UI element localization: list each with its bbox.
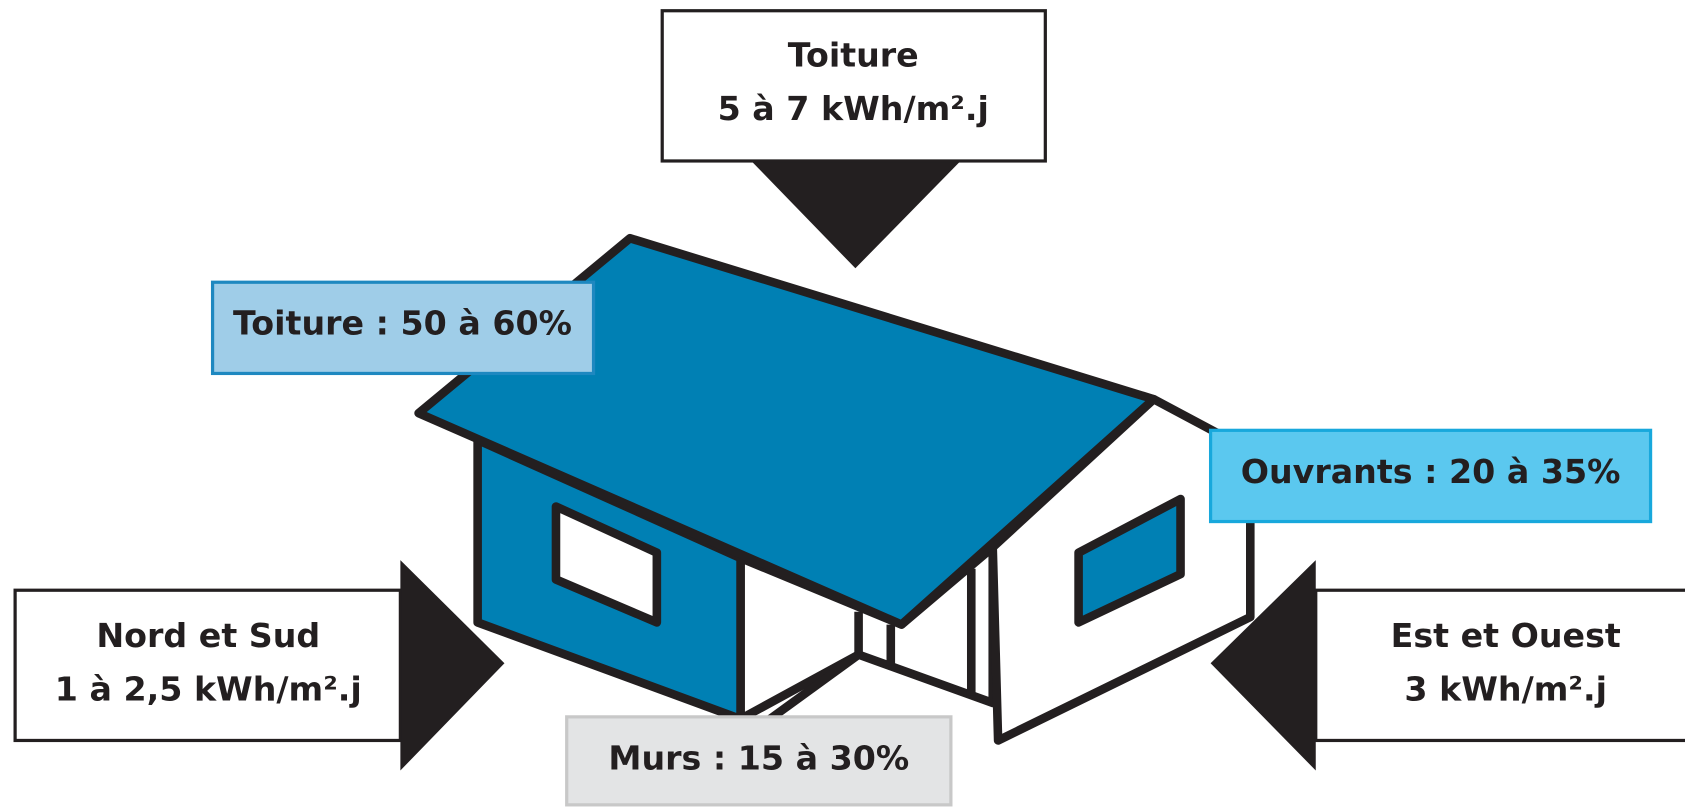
arrow-down	[751, 161, 960, 268]
callout-title: Toiture	[788, 35, 919, 74]
callout-title: Nord et Sud	[96, 616, 320, 655]
house-diagram: Toiture 5 à 7 kWh/m².j Nord et Sud 1 à 2…	[0, 0, 1685, 807]
callout-value: 3 kWh/m².j	[1404, 670, 1607, 709]
callout-box	[15, 590, 400, 740]
callout-title: Est et Ouest	[1391, 616, 1621, 655]
callout-box	[662, 11, 1045, 161]
callout-box	[1316, 590, 1685, 740]
loss-label: Toiture : 50 à 60%	[233, 304, 572, 343]
callout-value: 1 à 2,5 kWh/m².j	[55, 670, 362, 709]
loss-label: Murs : 15 à 30%	[608, 738, 909, 777]
loss-label: Ouvrants : 20 à 35%	[1241, 452, 1621, 491]
callout-value: 5 à 7 kWh/m².j	[718, 89, 989, 128]
